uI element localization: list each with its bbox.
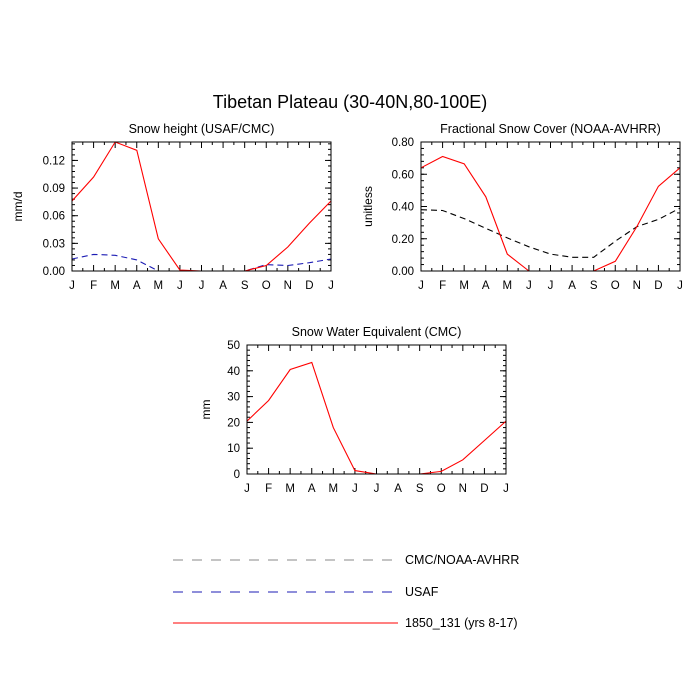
y-tick-label: 0.00 xyxy=(43,266,65,278)
y-tick-label: 0.06 xyxy=(43,211,65,223)
x-tick-label: O xyxy=(262,280,271,292)
x-tick-label: D xyxy=(305,280,313,292)
y-tick-label: 0.40 xyxy=(392,202,414,214)
x-tick-label: J xyxy=(177,280,183,292)
legend-label: USAF xyxy=(405,585,439,599)
x-tick-label: M xyxy=(459,280,469,292)
legend-label: CMC/NOAA-AVHRR xyxy=(405,553,519,567)
x-tick-label: J xyxy=(374,483,380,495)
x-tick-label: M xyxy=(285,483,295,495)
panels: Snow height (USAF/CMC)mm/dJ F M A M J J A S O N D J0… xyxy=(11,122,683,495)
y-tick-label: 0.00 xyxy=(392,266,414,278)
y-tick-label: 0.80 xyxy=(392,137,414,149)
panel-title: Snow height (USAF/CMC) xyxy=(129,122,275,136)
x-tick-label: N xyxy=(284,280,292,292)
y-axis-label: unitless xyxy=(361,186,375,227)
y-tick-label: 0.09 xyxy=(43,183,65,195)
legend-item: 1850_131 (yrs 8-17) xyxy=(173,616,518,630)
x-tick-label: M xyxy=(503,280,513,292)
x-tick-label: S xyxy=(590,280,598,292)
y-tick-label: 10 xyxy=(227,443,240,455)
y-tick-label: 0.60 xyxy=(392,169,414,181)
plot-frame xyxy=(420,141,681,272)
chart-panel-2: Fractional Snow Cover (NOAA-AVHRR) unitle… xyxy=(361,122,683,292)
x-tick-label: J xyxy=(352,483,358,495)
x-tick-label: N xyxy=(459,483,467,495)
series-line-1850-131-yrs-8-17 xyxy=(246,361,507,475)
y-axis-label: mm/d xyxy=(11,192,25,222)
x-tick-label: J xyxy=(677,280,683,292)
legend-label: 1850_131 (yrs 8-17) xyxy=(405,616,518,630)
x-tick-label: A xyxy=(568,280,576,292)
x-tick-label: N xyxy=(633,280,641,292)
x-tick-label: O xyxy=(437,483,446,495)
y-tick-label: 50 xyxy=(227,340,240,352)
x-tick-label: J xyxy=(199,280,205,292)
series-line-1850-131-yrs-8-17 xyxy=(420,155,681,272)
x-tick-label: A xyxy=(308,483,316,495)
x-tick-label: J xyxy=(503,483,509,495)
y-tick-label: 40 xyxy=(227,366,240,378)
series-line-cmc-noaa-avhrr xyxy=(420,207,681,258)
y-tick-label: 0.12 xyxy=(43,155,65,167)
plot-frame xyxy=(246,344,507,475)
legend: CMC/NOAA-AVHRR USAF 1850_131 (yrs 8-17) xyxy=(173,553,519,630)
x-tick-label: J xyxy=(548,280,554,292)
x-tick-label: A xyxy=(133,280,141,292)
x-tick-label: F xyxy=(439,280,446,292)
y-tick-label: 0.03 xyxy=(43,238,65,250)
x-tick-label: F xyxy=(90,280,97,292)
x-tick-label: A xyxy=(394,483,402,495)
y-tick-label: 0 xyxy=(234,469,240,481)
plot-frame xyxy=(71,141,332,272)
x-tick-label: M xyxy=(329,483,339,495)
y-tick-label: 30 xyxy=(227,392,240,404)
x-tick-label: D xyxy=(654,280,662,292)
x-tick-label: M xyxy=(110,280,120,292)
x-tick-label: J xyxy=(328,280,334,292)
x-tick-label: S xyxy=(241,280,249,292)
x-tick-label: J xyxy=(244,483,250,495)
main-title: Tibetan Plateau (30-40N,80-100E) xyxy=(213,92,488,112)
y-axis-label: mm xyxy=(199,400,213,420)
x-tick-label: A xyxy=(482,280,490,292)
x-tick-label: J xyxy=(418,280,424,292)
x-tick-label: O xyxy=(611,280,620,292)
panel-title: Fractional Snow Cover (NOAA-AVHRR) xyxy=(440,122,661,136)
x-tick-label: A xyxy=(219,280,227,292)
chart-panel-1: Snow height (USAF/CMC)mm/dJ F M A M J J A S O N D J0… xyxy=(11,122,334,292)
x-tick-label: J xyxy=(69,280,75,292)
x-tick-label: M xyxy=(154,280,164,292)
panel-title: Snow Water Equivalent (CMC) xyxy=(292,325,462,339)
series-line-1850-131-yrs-8-17 xyxy=(71,141,332,272)
legend-item: CMC/NOAA-AVHRR xyxy=(173,553,519,567)
legend-item: USAF xyxy=(173,585,439,599)
x-tick-label: S xyxy=(416,483,424,495)
chart-panel-3: Snow Water Equivalent (CMC) mm J F M A M J J A S O N… xyxy=(199,325,509,495)
x-tick-label: J xyxy=(526,280,532,292)
x-tick-label: D xyxy=(480,483,488,495)
x-tick-label: F xyxy=(265,483,272,495)
y-tick-label: 20 xyxy=(227,417,240,429)
y-tick-label: 0.20 xyxy=(392,234,414,246)
